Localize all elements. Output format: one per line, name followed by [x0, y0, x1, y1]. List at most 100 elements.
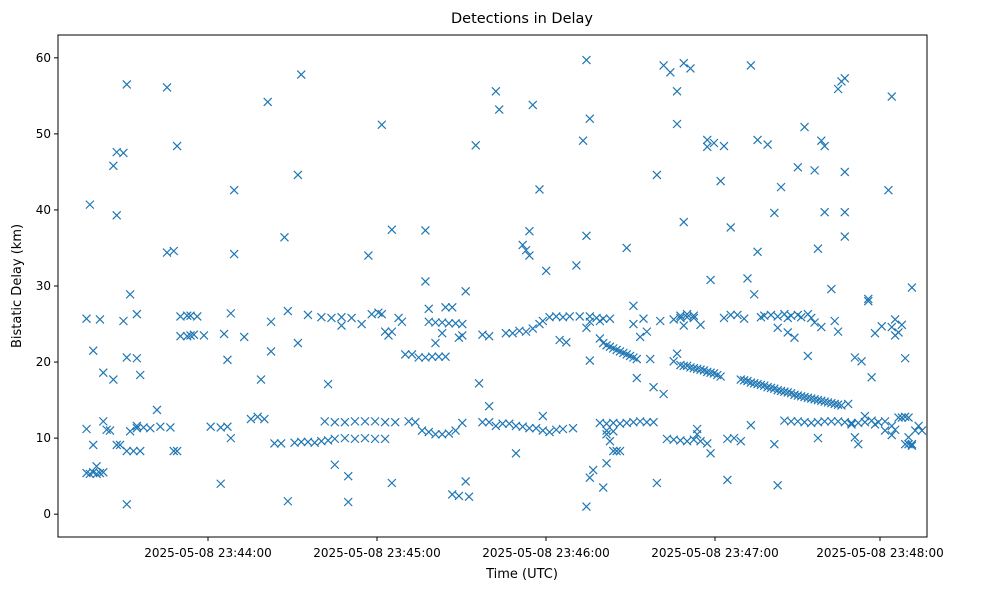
detection-point — [330, 417, 340, 427]
detection-point — [840, 73, 850, 83]
detection-point — [887, 430, 897, 440]
detection-point — [709, 138, 719, 148]
x-tick-label: 2025-05-08 23:47:00 — [651, 546, 778, 560]
detection-point — [743, 273, 752, 283]
detection-point — [793, 162, 803, 172]
detection-point — [98, 416, 108, 426]
detection-point — [595, 334, 605, 343]
detection-point — [360, 416, 370, 426]
detection-point — [679, 321, 689, 330]
detection-point — [706, 368, 716, 378]
detection-point — [602, 458, 612, 468]
detection-point — [800, 122, 809, 132]
detection-point — [528, 100, 538, 110]
detection-point — [105, 426, 115, 435]
detection-point — [461, 286, 471, 296]
detection-point — [719, 141, 729, 151]
detection-point — [900, 439, 910, 449]
detection-point — [535, 184, 544, 194]
detection-point — [431, 338, 440, 348]
detection-point — [340, 433, 350, 443]
y-tick-label: 10 — [36, 431, 51, 445]
detection-point — [914, 421, 924, 431]
detection-point — [585, 473, 595, 483]
detection-point — [907, 441, 917, 451]
detection-point — [538, 411, 548, 421]
detection-point — [122, 446, 132, 456]
detection-point — [790, 333, 799, 343]
detection-point — [833, 327, 843, 337]
detection-point — [843, 399, 853, 409]
detection-point — [390, 417, 400, 427]
detection-point — [813, 244, 823, 254]
detection-point — [129, 446, 138, 456]
detection-point — [628, 319, 638, 329]
detection-point — [246, 414, 256, 424]
detection-point — [457, 418, 467, 428]
detection-point — [434, 352, 444, 362]
detection-point — [524, 423, 534, 433]
detection-point — [863, 294, 873, 304]
detection-point — [615, 446, 625, 456]
detection-point — [276, 439, 286, 448]
detection-point — [887, 322, 897, 332]
detection-point — [457, 319, 467, 329]
detection-point — [790, 390, 799, 400]
detection-point — [524, 226, 534, 236]
detection-point — [773, 480, 783, 490]
detection-point — [582, 323, 591, 333]
detection-point — [441, 352, 450, 362]
detection-point — [582, 502, 591, 512]
detection-point — [682, 309, 692, 319]
detection-point — [454, 491, 464, 501]
detection-point — [766, 383, 776, 393]
detection-point — [766, 310, 776, 320]
detection-point — [199, 331, 209, 340]
detection-point — [806, 313, 816, 323]
detection-point — [612, 446, 622, 456]
detection-point — [239, 332, 249, 342]
detection-point — [793, 391, 803, 400]
detection-point — [796, 391, 806, 401]
detection-point — [679, 58, 689, 68]
detection-point — [659, 60, 669, 70]
detection-point — [689, 363, 699, 373]
detection-point — [753, 247, 762, 257]
detection-point — [119, 148, 128, 158]
detection-point — [226, 433, 236, 443]
detection-point — [85, 200, 95, 210]
detection-point — [541, 266, 551, 276]
detection-point — [414, 353, 424, 362]
detection-point — [172, 141, 182, 151]
detection-point — [605, 314, 615, 324]
detection-point — [628, 301, 638, 311]
detection-point — [397, 317, 407, 327]
detection-point — [910, 426, 920, 435]
detection-point — [223, 422, 232, 432]
plot-frame — [57, 34, 928, 538]
y-tick-label: 0 — [43, 507, 51, 521]
detection-point — [890, 425, 900, 435]
detection-point — [776, 386, 786, 396]
detection-point — [696, 320, 705, 330]
detection-point — [132, 353, 142, 363]
detection-point — [753, 379, 762, 389]
detection-point — [491, 421, 501, 431]
detection-point — [696, 436, 705, 446]
detection-point — [649, 382, 658, 392]
detection-point — [853, 439, 863, 449]
detection-point — [310, 438, 320, 448]
detection-point — [189, 330, 199, 340]
detection-point — [800, 392, 809, 402]
scatter-points — [82, 55, 927, 512]
detection-point — [833, 84, 843, 94]
detection-point — [316, 312, 326, 322]
detection-point — [337, 321, 346, 330]
detection-point — [806, 394, 816, 403]
detection-point — [830, 399, 840, 409]
y-tick-label: 30 — [36, 279, 51, 293]
detection-point — [810, 165, 820, 175]
detection-point — [437, 328, 447, 338]
detection-point — [424, 304, 434, 314]
detection-point — [833, 400, 843, 410]
